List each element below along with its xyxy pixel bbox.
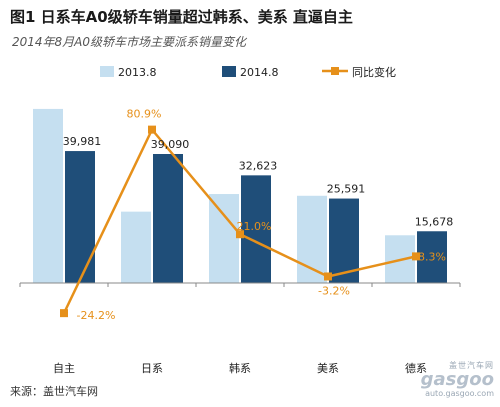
legend-swatch-2013 (100, 66, 114, 77)
yoy-marker-0 (60, 309, 68, 318)
legend-label-yoy: 同比变化 (352, 65, 396, 79)
yoy-marker-1 (148, 125, 156, 134)
bar-2013-2 (209, 194, 239, 283)
yoy-label-0: -24.2% (77, 309, 116, 322)
yoy-marker-2 (236, 230, 244, 239)
yoy-marker-3 (324, 272, 332, 281)
bar-2014-1 (153, 154, 183, 283)
bar-2014-label-1: 39,090 (151, 138, 190, 151)
watermark-logo: 盖世汽车网 gasgoo auto.gasgoo.com (421, 360, 494, 398)
bar-2014-label-2: 32,623 (239, 159, 278, 172)
watermark-cn: 盖世汽车网 (449, 361, 494, 370)
yoy-label-2: 21.0% (237, 220, 272, 233)
category-label-0: 自主 (53, 362, 75, 375)
legend-label-2013: 2013.8 (118, 66, 157, 79)
bar-2014-label-0: 39,981 (63, 135, 102, 148)
legend-swatch-2014 (222, 66, 236, 77)
category-label-4: 德系 (405, 361, 427, 375)
bar-2014-3 (329, 198, 359, 283)
chart-subtitle: 2014年8月A0级轿车市场主要派系销量变化 (12, 35, 247, 49)
bar-2014-4 (417, 231, 447, 283)
legend: 2013.8 2014.8 同比变化 (100, 65, 396, 79)
yoy-marker-4 (412, 252, 420, 261)
bar-2014-0 (65, 151, 95, 283)
category-label-2: 韩系 (229, 361, 251, 375)
yoy-label-1: 80.9% (127, 108, 162, 121)
source-note: 来源：盖世汽车网 (10, 385, 98, 398)
watermark-brand: gasgoo (420, 369, 494, 390)
yoy-label-4: 8.3% (418, 250, 446, 263)
chart-title: 图1 日系车A0级轿车销量超过韩系、美系 直逼自主 (10, 8, 353, 26)
labels-layer: 39,981 自主 39,090 日系 32,623 韩系 25,591 美系 15,678 德系… (53, 108, 453, 375)
category-label-1: 日系 (141, 362, 163, 375)
category-label-3: 美系 (317, 362, 339, 375)
bar-2013-0 (33, 108, 63, 283)
watermark-url: auto.gasgoo.com (425, 389, 494, 398)
yoy-label-3: -3.2% (318, 284, 350, 297)
yoy-line-layer (60, 125, 420, 318)
bar-2013-1 (121, 211, 151, 283)
legend-marker-yoy (331, 67, 339, 75)
bar-2014-2 (241, 175, 271, 283)
bar-2014-label-3: 25,591 (327, 183, 366, 196)
bar-2014-label-4: 15,678 (415, 215, 454, 228)
legend-label-2014: 2014.8 (240, 66, 279, 79)
